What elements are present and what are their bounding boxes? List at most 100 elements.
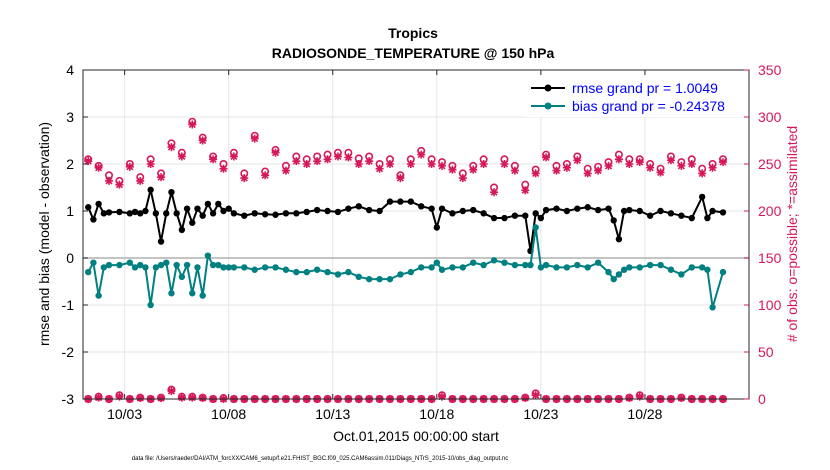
rmse-point — [610, 217, 617, 224]
obs-assimilated-point — [500, 160, 509, 168]
x-axis-label: Oct.01,2015 00:00:00 start — [333, 428, 499, 444]
legend-rmse-marker — [544, 84, 552, 92]
rmse-point — [90, 216, 97, 223]
bias-point — [433, 259, 441, 266]
rmse-point — [615, 236, 623, 243]
bias-point — [194, 264, 201, 271]
bias-point — [204, 252, 212, 259]
obs-assimilated-point — [94, 393, 103, 402]
legend-bias-marker — [544, 102, 552, 110]
bias-point — [345, 268, 352, 276]
obs-assimilated-point — [365, 157, 374, 166]
obs-assimilated-point — [635, 158, 644, 167]
rmse-point — [433, 224, 441, 231]
bias-point — [178, 273, 186, 280]
rmse-point — [537, 214, 545, 222]
obs-assimilated-point — [677, 161, 686, 170]
obs-assimilated-point — [157, 173, 166, 182]
rmse-point — [646, 212, 654, 219]
plot-frame — [82, 69, 750, 400]
rmse-point — [199, 212, 206, 219]
obs-assimilated-point — [146, 160, 155, 168]
rmse-point — [142, 207, 149, 215]
obs-assimilated-point — [552, 166, 561, 175]
obs-assimilated-point — [354, 160, 363, 168]
obs-assimilated-point — [240, 174, 249, 183]
obs-assimilated-point — [177, 152, 186, 161]
rmse-point — [95, 200, 102, 208]
rmse-point — [698, 193, 706, 201]
rmse-point — [667, 210, 675, 217]
obs-assimilated-point — [687, 160, 696, 168]
bias-point — [90, 259, 97, 266]
bias-point — [293, 268, 300, 276]
x-tick-label: 10/03 — [107, 406, 142, 422]
rmse-point — [241, 212, 248, 219]
obs-assimilated-point — [105, 176, 114, 185]
y2-tick-label: 200 — [758, 203, 782, 219]
rmse-point — [220, 207, 227, 215]
bias-point — [225, 264, 232, 271]
obs-assimilated-point — [625, 394, 634, 403]
rmse-point — [345, 205, 352, 212]
y-tick-label: -1 — [62, 297, 75, 313]
bias-point — [626, 264, 633, 271]
bias-point — [678, 271, 685, 278]
rmse-point — [230, 210, 238, 217]
bias-point — [189, 290, 196, 297]
bias-point — [142, 264, 149, 271]
legend-rmse-label: rmse grand pr = 1.0049 — [572, 80, 718, 96]
obs-assimilated-point — [635, 392, 644, 401]
obs-assimilated-point — [167, 387, 176, 396]
rmse-point — [131, 208, 139, 216]
obs-assimilated-point — [708, 163, 717, 172]
obs-assimilated-point — [531, 391, 540, 400]
bias-point — [532, 224, 539, 231]
bias-point — [215, 261, 222, 269]
y-tick-label: 4 — [66, 62, 74, 78]
obs-assimilated-point — [375, 164, 384, 173]
rmse-point — [105, 209, 113, 216]
y2-tick-label: 50 — [758, 344, 774, 360]
rmse-point — [522, 212, 529, 219]
bias-point — [537, 264, 545, 271]
rmse-point — [293, 210, 300, 217]
rmse-point — [428, 205, 435, 212]
bias-point — [646, 261, 654, 269]
bias-point — [594, 259, 602, 266]
legend-bias-label: bias grand pr = -0.24378 — [572, 98, 725, 114]
obs-assimilated-point — [229, 152, 238, 161]
rmse-point — [449, 210, 456, 217]
series-group — [85, 224, 727, 311]
rmse-point — [407, 198, 414, 205]
rmse-point — [189, 219, 196, 226]
bias-point — [636, 264, 643, 271]
series-group — [84, 120, 727, 197]
x-tick-label: 10/28 — [627, 406, 662, 422]
bias-point — [126, 259, 134, 266]
obs-assimilated-point — [198, 136, 207, 145]
obs-assimilated-point — [209, 155, 218, 164]
bias-point — [100, 264, 108, 271]
rmse-point — [605, 205, 612, 212]
obs-assimilated-point — [510, 166, 519, 175]
bias-point — [407, 268, 414, 276]
legend: rmse grand pr = 1.0049 bias grand pr = -… — [524, 75, 744, 117]
obs-assimilated-point — [188, 120, 197, 129]
rmse-point — [704, 214, 711, 222]
bias-point — [428, 264, 435, 271]
y2-tick-label: 250 — [758, 156, 782, 172]
obs-assimilated-point — [177, 393, 186, 402]
chart-subtitle: RADIOSONDE_TEMPERATURE @ 150 hPa — [272, 45, 555, 61]
bias-point — [386, 275, 394, 283]
rmse-point — [553, 205, 560, 212]
obs-assimilated-point — [94, 163, 103, 172]
bias-point — [620, 266, 628, 273]
bias-point — [157, 261, 165, 269]
y-tick-label: 1 — [66, 203, 74, 219]
bias-point — [688, 264, 695, 271]
x-tick-label: 10/18 — [419, 406, 454, 422]
obs-assimilated-point — [136, 394, 145, 403]
obs-assimilated-point — [427, 160, 436, 168]
rmse-point — [215, 200, 222, 208]
